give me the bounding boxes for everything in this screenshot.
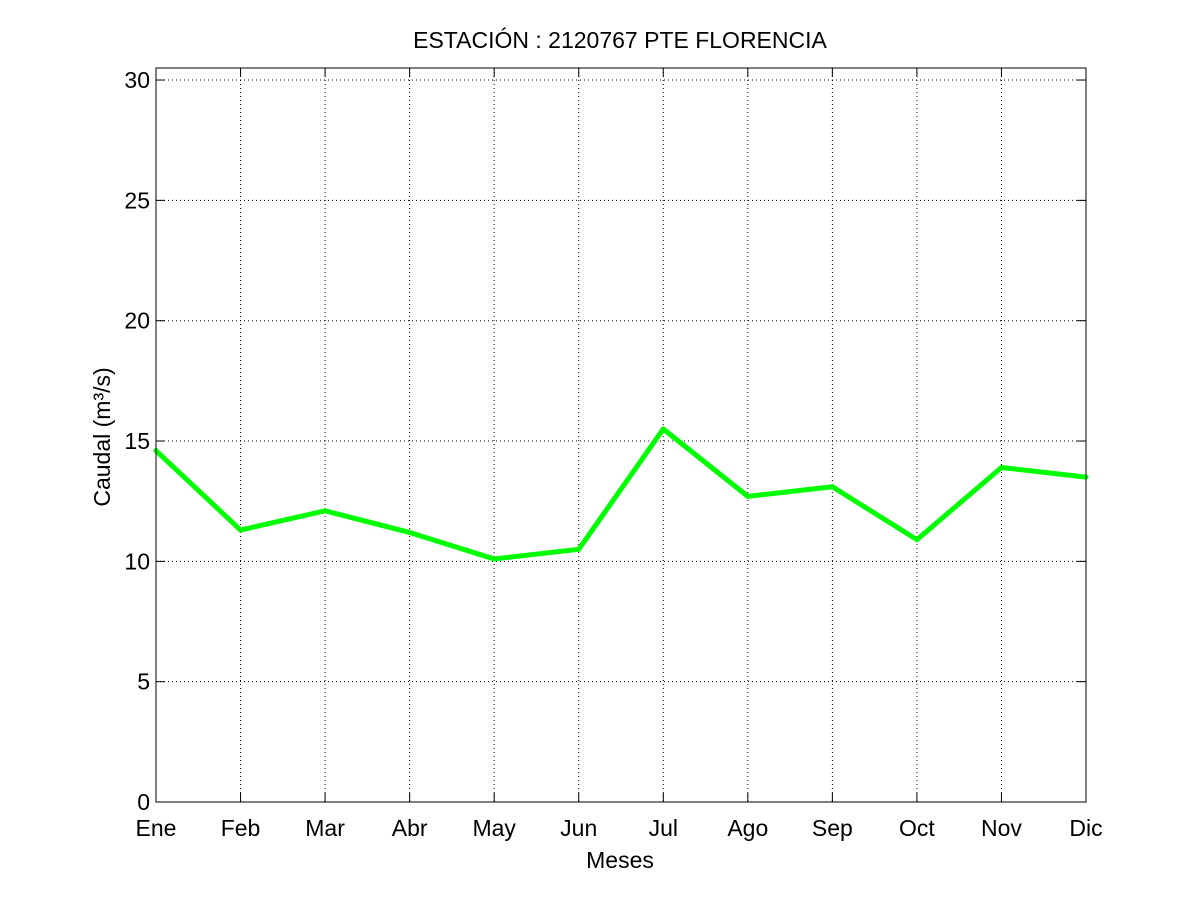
x-tick-label: Jun	[560, 815, 597, 841]
data-point	[322, 508, 328, 514]
y-tick-label: 25	[124, 187, 150, 213]
x-tick-label: Ago	[727, 815, 768, 841]
x-tick-label: Nov	[981, 815, 1022, 841]
grid	[156, 68, 1086, 802]
x-tick-label: Abr	[392, 815, 428, 841]
y-tick-label: 20	[124, 308, 150, 334]
data-point	[238, 527, 244, 533]
x-tick-label: May	[472, 815, 516, 841]
chart-title: ESTACIÓN : 2120767 PTE FLORENCIA	[413, 27, 827, 53]
y-tick-label: 15	[124, 428, 150, 454]
x-axis-label: Meses	[586, 847, 654, 873]
data-point	[998, 464, 1004, 470]
x-tick-label: Dic	[1069, 815, 1102, 841]
data-point	[407, 529, 413, 535]
x-tick-label: Mar	[305, 815, 345, 841]
plot-area	[156, 68, 1086, 802]
y-tick-label: 30	[124, 67, 150, 93]
data-point	[829, 484, 835, 490]
data-point	[914, 537, 920, 543]
x-tick-label: Feb	[221, 815, 261, 841]
data-point	[745, 493, 751, 499]
series	[153, 426, 1089, 562]
data-point	[491, 556, 497, 562]
data-point	[660, 426, 666, 432]
x-tick-label: Jul	[649, 815, 678, 841]
plot-frame	[155, 67, 1087, 803]
y-axis-label: Caudal (m³/s)	[89, 367, 115, 506]
y-tick-label: 0	[137, 789, 150, 815]
x-tick-label: Oct	[899, 815, 935, 841]
y-tick-label: 10	[124, 548, 150, 574]
y-tick-label: 5	[137, 669, 150, 695]
series-line	[153, 426, 1089, 562]
x-tick-label: Ene	[136, 815, 177, 841]
data-point	[576, 546, 582, 552]
x-tick-label: Sep	[812, 815, 853, 841]
tick-labels: Ene Feb Mar Abr May Jun Jul Ago Sep Oct Nov Dic 0 5 10…	[124, 67, 1102, 841]
